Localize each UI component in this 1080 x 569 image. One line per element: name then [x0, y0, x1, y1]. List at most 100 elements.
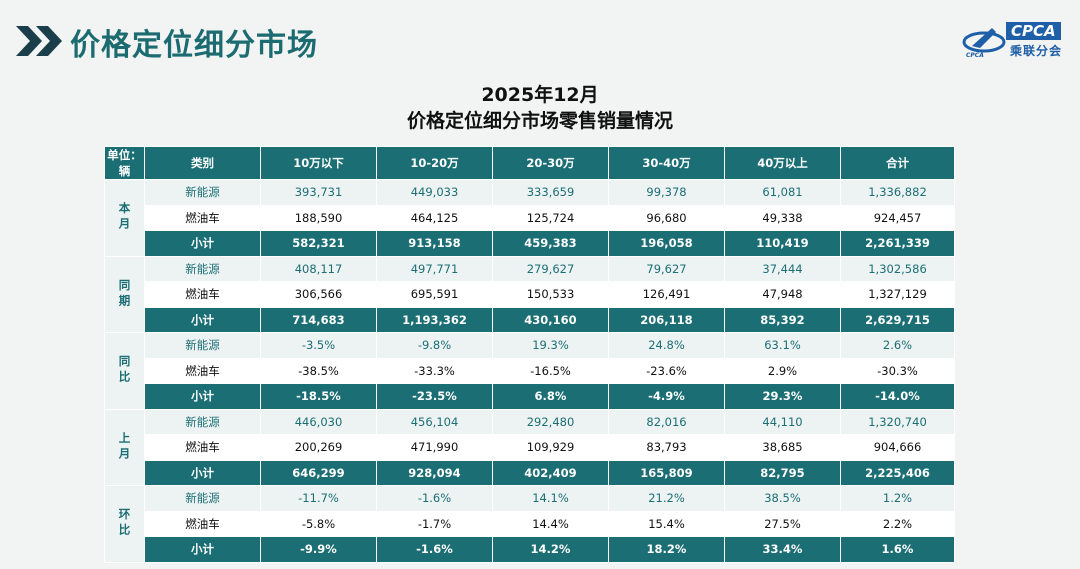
table-cell: 21.2% — [608, 485, 725, 512]
column-header: 10-20万 — [376, 146, 493, 180]
group-label: 环比 — [104, 485, 145, 563]
table-cell: 38.5% — [724, 485, 841, 512]
table-row: 燃油车 306,566 695,591 150,533 126,491 47,948 1,3… — [105, 281, 955, 308]
table-cell: 497,771 — [376, 255, 493, 282]
slide-header: 价格定位细分市场 CPCA 乘联分会 CPCA — [0, 0, 1080, 80]
table-cell: 188,590 — [260, 204, 377, 231]
table-row: 同期 新能源 408,117 497,771 279,627 79,627 37,444 1,… — [104, 255, 955, 333]
table-cell: 15.4% — [608, 510, 725, 537]
logo-small-text: CPCA — [966, 52, 984, 59]
table-row: 燃油车 -5.8% -1.7% 14.4% 15.4% 27.5% 2.2% — [105, 510, 955, 537]
table-row: 本月 新能源 393,731 449,033 333,659 99,378 61,081 1,… — [104, 179, 955, 257]
column-header: 合计 — [840, 146, 955, 180]
row-label: 新能源 — [144, 332, 261, 359]
group-label: 上月 — [104, 408, 145, 486]
table-cell: 306,566 — [260, 281, 377, 308]
column-header: 10万以下 — [260, 146, 377, 180]
table-row: 燃油车 188,590 464,125 125,724 96,680 49,338 924,… — [105, 204, 955, 231]
table-cell: -3.5% — [260, 332, 377, 359]
report-date: 2025年12月 — [481, 84, 599, 106]
table-cell: 200,269 — [260, 434, 377, 461]
logo-emblem-icon — [962, 28, 1006, 53]
table-cell: 1,320,740 — [840, 408, 955, 435]
table-row: 小计 -9.9% -1.6% 14.2% 18.2% 33.4% 1.6% — [105, 536, 955, 563]
table-cell: 44,110 — [724, 408, 841, 435]
table-cell: 928,094 — [376, 459, 493, 486]
table-cell: 904,666 — [840, 434, 955, 461]
row-label: 小计 — [144, 230, 261, 257]
double-chevron-right-icon — [16, 26, 62, 56]
table-header-row: 单位：辆 类别 10万以下 10-20万 20-30万 30-40万 40万以上… — [104, 146, 955, 180]
table-cell: 1,302,586 — [840, 255, 955, 282]
row-label: 小计 — [144, 536, 261, 563]
table-cell: 449,033 — [376, 179, 493, 206]
table-cell: 1.2% — [840, 485, 955, 512]
row-label: 燃油车 — [144, 357, 261, 384]
row-label: 燃油车 — [144, 510, 261, 537]
table-cell: 1.6% — [840, 536, 955, 563]
table-cell: 37,444 — [724, 255, 841, 282]
table-cell: 150,533 — [492, 281, 609, 308]
table-row: 上月 新能源 446,030 456,104 292,480 82,016 44,110 1,… — [104, 408, 955, 486]
table-cell: 714,683 — [260, 306, 377, 333]
table-cell: -18.5% — [260, 383, 377, 410]
table-cell: 14.2% — [492, 536, 609, 563]
table-cell: 61,081 — [724, 179, 841, 206]
table-cell: 63.1% — [724, 332, 841, 359]
table-cell: 83,793 — [608, 434, 725, 461]
row-label: 小计 — [144, 459, 261, 486]
table-cell: 471,990 — [376, 434, 493, 461]
table-cell: -30.3% — [840, 357, 955, 384]
table-cell: 913,158 — [376, 230, 493, 257]
table-cell: 82,795 — [724, 459, 841, 486]
unit-label: 单位：辆 — [104, 146, 145, 180]
cpca-logo: CPCA 乘联分会 CPCA — [962, 20, 1072, 66]
table-cell: 1,193,362 — [376, 306, 493, 333]
table-cell: 2.9% — [724, 357, 841, 384]
row-label: 燃油车 — [144, 281, 261, 308]
column-header: 类别 — [144, 146, 261, 180]
table-cell: 459,383 — [492, 230, 609, 257]
row-label: 新能源 — [144, 485, 261, 512]
table-cell: -23.5% — [376, 383, 493, 410]
row-label: 小计 — [144, 306, 261, 333]
table-cell: -9.9% — [260, 536, 377, 563]
table-cell: 99,378 — [608, 179, 725, 206]
table-cell: 646,299 — [260, 459, 377, 486]
table-cell: 109,929 — [492, 434, 609, 461]
table-cell: 165,809 — [608, 459, 725, 486]
table-cell: 695,591 — [376, 281, 493, 308]
table-cell: 402,409 — [492, 459, 609, 486]
row-label: 小计 — [144, 383, 261, 410]
group-label: 本月 — [104, 179, 145, 257]
table-cell: 2,261,339 — [840, 230, 955, 257]
row-label: 燃油车 — [144, 434, 261, 461]
table-cell: -38.5% — [260, 357, 377, 384]
table-cell: 47,948 — [724, 281, 841, 308]
table-cell: 2,629,715 — [840, 306, 955, 333]
page-title: 价格定位细分市场 — [70, 28, 318, 63]
table-cell: 19.3% — [492, 332, 609, 359]
table-row: 小计 582,321 913,158 459,383 196,058 110,419 2,2… — [105, 230, 955, 257]
table-cell: -1.6% — [376, 485, 493, 512]
table-cell: -16.5% — [492, 357, 609, 384]
row-label: 新能源 — [144, 255, 261, 282]
column-header: 40万以上 — [724, 146, 841, 180]
table-cell: 85,392 — [724, 306, 841, 333]
table-cell: 924,457 — [840, 204, 955, 231]
table-cell: 446,030 — [260, 408, 377, 435]
table-row: 小计 -18.5% -23.5% 6.8% -4.9% 29.3% -14.0% — [105, 383, 955, 410]
table-cell: 24.8% — [608, 332, 725, 359]
row-label: 新能源 — [144, 179, 261, 206]
table-cell: -5.8% — [260, 510, 377, 537]
table-cell: 96,680 — [608, 204, 725, 231]
table-cell: 2.2% — [840, 510, 955, 537]
table-cell: 79,627 — [608, 255, 725, 282]
sales-table: 单位：辆 类别 10万以下 10-20万 20-30万 30-40万 40万以上… — [104, 146, 955, 563]
table-cell: 582,321 — [260, 230, 377, 257]
table-cell: -33.3% — [376, 357, 493, 384]
table-cell: 196,058 — [608, 230, 725, 257]
table-cell: 292,480 — [492, 408, 609, 435]
group-label: 同期 — [104, 255, 145, 333]
table-row: 燃油车 200,269 471,990 109,929 83,793 38,685 904,… — [105, 434, 955, 461]
